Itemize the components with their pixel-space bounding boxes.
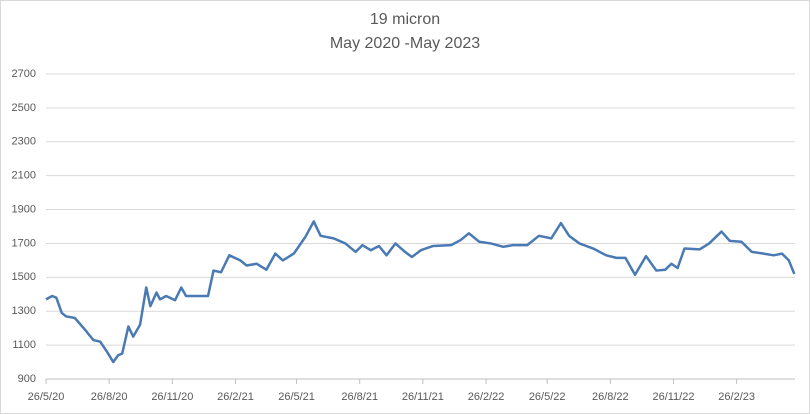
x-tick-label: 26/5/21 <box>278 391 315 403</box>
x-tick-label: 26/11/20 <box>151 391 193 403</box>
y-tick-label: 2300 <box>12 136 36 148</box>
y-tick-label: 2100 <box>12 170 36 182</box>
chart-subtitle: May 2020 -May 2023 <box>330 35 480 52</box>
x-tick-label: 26/8/22 <box>592 391 629 403</box>
y-tick-label: 1500 <box>12 271 36 283</box>
x-tick-label: 26/2/23 <box>718 391 755 403</box>
y-tick-label: 1300 <box>12 305 36 317</box>
x-tick-label: 26/8/21 <box>341 391 378 403</box>
x-tick-label: 26/11/21 <box>402 391 444 403</box>
x-tick-label: 26/2/21 <box>217 391 254 403</box>
x-tick-label: 26/2/22 <box>468 391 505 403</box>
y-tick-label: 2500 <box>12 102 36 114</box>
x-tick-label: 26/8/20 <box>91 391 128 403</box>
x-tick-label: 26/5/22 <box>529 391 566 403</box>
data-line <box>45 220 796 364</box>
y-tick-label: 1100 <box>12 339 36 351</box>
y-tick-label: 1700 <box>12 237 36 249</box>
y-tick-label: 1900 <box>12 203 36 215</box>
x-tick-label: 26/11/22 <box>652 391 694 403</box>
chart-title: 19 micron <box>370 11 440 28</box>
y-tick-label: 2700 <box>12 68 36 80</box>
x-tick-label: 26/5/20 <box>28 391 65 403</box>
y-tick-label: 900 <box>18 373 36 385</box>
